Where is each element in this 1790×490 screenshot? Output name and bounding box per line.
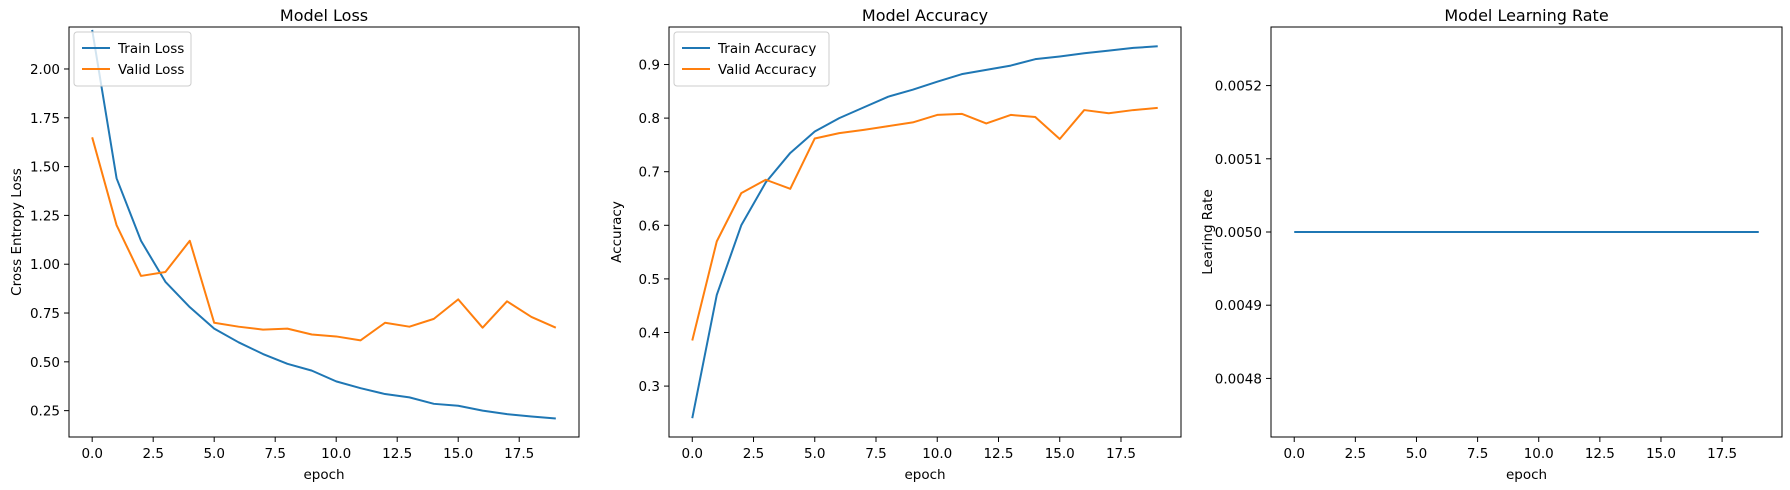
accuracy-y-tick-label: 0.7 — [639, 165, 660, 181]
loss-plot-frame — [68, 26, 580, 438]
accuracy-y-tick-label: 0.3 — [639, 379, 660, 395]
accuracy-x-tick-label: 5.0 — [804, 446, 825, 462]
loss-x-tick-label: 15.0 — [443, 446, 473, 462]
accuracy-series-train-accuracy — [691, 45, 1158, 419]
accuracy-x-tick-label: 7.5 — [865, 446, 886, 462]
loss-x-tick-label: 17.5 — [504, 446, 534, 462]
lr-y-tick-label: 0.0048 — [1215, 371, 1262, 387]
lr-y-tick-label: 0.0051 — [1215, 152, 1262, 168]
loss-x-tick-label: 2.5 — [142, 446, 163, 462]
accuracy-y-tick-label: 0.6 — [639, 218, 660, 234]
lr-y-tick-label: 0.0050 — [1215, 225, 1262, 241]
loss-y-tick-label: 0.50 — [30, 355, 60, 371]
lr-y-axis-label: Learing Rate — [1200, 189, 1216, 275]
accuracy-x-tick-label: 0.0 — [682, 446, 703, 462]
accuracy-y-tick-label: 0.8 — [639, 111, 660, 127]
loss-y-tick-label: 0.75 — [30, 306, 60, 322]
loss-y-tick-label: 1.25 — [30, 208, 60, 224]
accuracy-x-axis-label: epoch — [904, 467, 945, 483]
loss-y-tick-label: 0.25 — [30, 404, 60, 420]
loss-y-tick-label: 1.00 — [30, 257, 60, 273]
loss-x-tick-label: 12.5 — [382, 446, 412, 462]
lr-x-tick-label: 0.0 — [1283, 446, 1304, 462]
accuracy-y-tick-label: 0.5 — [639, 272, 660, 288]
lr-x-tick-label: 10.0 — [1524, 446, 1554, 462]
loss-y-tick-label: 1.75 — [30, 111, 60, 127]
accuracy-y-axis-label: Accuracy — [609, 201, 625, 263]
accuracy-x-tick-label: 12.5 — [983, 446, 1013, 462]
accuracy-y-tick-label: 0.9 — [639, 58, 660, 74]
lr-x-tick-label: 7.5 — [1467, 446, 1488, 462]
loss-legend-box — [73, 31, 192, 87]
loss-y-tick-label: 2.00 — [30, 62, 60, 78]
accuracy-x-tick-label: 15.0 — [1045, 446, 1075, 462]
accuracy-x-tick-label: 10.0 — [922, 446, 952, 462]
lr-x-axis-label: epoch — [1506, 467, 1547, 483]
accuracy-legend-label: Valid Accuracy — [718, 62, 816, 78]
accuracy-plot-frame — [668, 26, 1182, 438]
lr-y-tick-label: 0.0049 — [1215, 298, 1262, 314]
loss-series-valid-loss — [91, 137, 557, 342]
loss-y-axis-label: Cross Entropy Loss — [9, 168, 25, 296]
loss-x-tick-label: 5.0 — [203, 446, 224, 462]
lr-x-tick-label: 5.0 — [1406, 446, 1427, 462]
loss-series-train-loss — [91, 29, 556, 420]
loss-legend-label: Train Loss — [117, 41, 184, 57]
lr-y-tick-label: 0.0052 — [1215, 79, 1262, 95]
accuracy-legend-label: Train Accuracy — [717, 41, 816, 57]
lr-x-tick-label: 2.5 — [1345, 446, 1366, 462]
loss-x-axis-label: epoch — [303, 467, 344, 483]
accuracy-legend-box — [673, 31, 830, 87]
lr-x-tick-label: 12.5 — [1585, 446, 1615, 462]
loss-x-tick-label: 10.0 — [321, 446, 351, 462]
lr-x-tick-label: 15.0 — [1646, 446, 1676, 462]
loss-legend-label: Valid Loss — [118, 62, 184, 78]
lr-chart-title: Model Learning Rate — [1444, 6, 1608, 25]
loss-x-tick-label: 7.5 — [264, 446, 285, 462]
lr-x-tick-label: 17.5 — [1707, 446, 1737, 462]
loss-chart-title: Model Loss — [280, 6, 368, 25]
accuracy-x-tick-label: 2.5 — [743, 446, 764, 462]
accuracy-x-tick-label: 17.5 — [1106, 446, 1136, 462]
loss-x-tick-label: 0.0 — [81, 446, 102, 462]
accuracy-series-valid-accuracy — [691, 106, 1158, 341]
accuracy-y-tick-label: 0.4 — [639, 325, 660, 341]
accuracy-chart-title: Model Accuracy — [862, 6, 988, 25]
loss-y-tick-label: 1.50 — [30, 160, 60, 176]
lr-plot-frame — [1270, 26, 1783, 438]
